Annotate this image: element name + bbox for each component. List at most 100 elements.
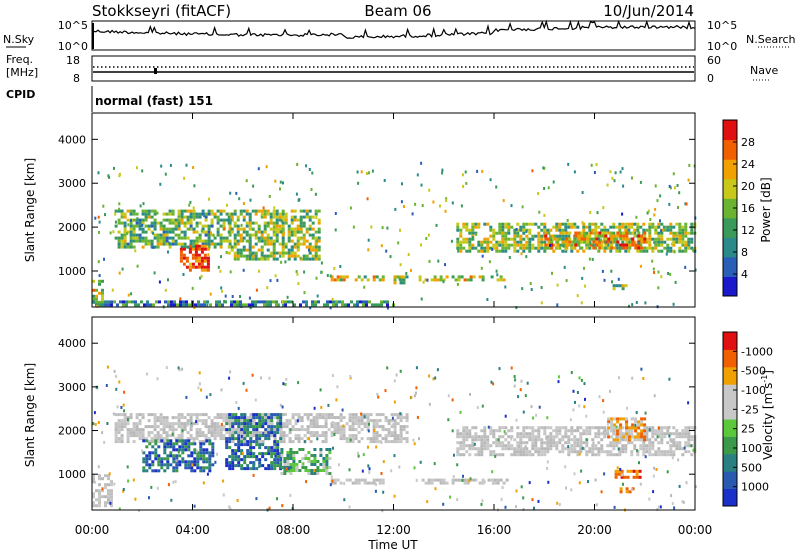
heatmap-cell — [210, 419, 214, 423]
heatmap-cell — [399, 434, 403, 438]
heatmap-speckle — [415, 478, 418, 482]
heatmap-cell — [531, 444, 535, 448]
heatmap-cell — [239, 233, 243, 237]
heatmap-speckle — [228, 505, 231, 509]
heatmap-cell — [275, 209, 279, 213]
heatmap-speckle — [510, 204, 513, 208]
heatmap-speckle — [676, 184, 679, 187]
heatmap-cell — [275, 303, 278, 307]
heatmap-cell — [507, 441, 511, 445]
heatmap-cell — [311, 254, 315, 258]
heatmap-cell — [598, 231, 602, 235]
heatmap-speckle — [673, 250, 676, 254]
heatmap-speckle — [363, 285, 366, 289]
heatmap-cell — [555, 429, 559, 433]
heatmap-cell — [316, 466, 320, 469]
heatmap-cell — [225, 458, 229, 462]
heatmap-cell — [189, 224, 193, 228]
heatmap-cell — [236, 239, 240, 243]
heatmap-cell — [393, 440, 397, 444]
heatmap-cell — [147, 224, 151, 228]
heatmap-speckle — [508, 256, 511, 259]
heatmap-cell — [427, 481, 431, 485]
heatmap-cell — [519, 453, 523, 457]
heatmap-speckle — [531, 498, 534, 502]
heatmap-cell — [92, 294, 95, 298]
heatmap-cell — [672, 438, 676, 442]
heatmap-cell — [162, 425, 166, 429]
heatmap-cell — [570, 438, 574, 442]
heatmap-cell — [540, 237, 544, 241]
heatmap-speckle — [525, 230, 528, 233]
heatmap-cell — [567, 429, 571, 433]
heatmap-speckle — [654, 184, 657, 188]
heatmap-speckle — [621, 212, 624, 216]
heatmap-cell — [555, 426, 559, 430]
heatmap-cell — [117, 422, 121, 426]
heatmap-speckle — [118, 172, 121, 176]
heatmap-cell — [405, 419, 409, 423]
heatmap-cell — [245, 221, 249, 225]
heatmap-cell — [375, 434, 379, 438]
heatmap-speckle — [451, 201, 454, 205]
heatmap-cell — [126, 209, 130, 213]
heatmap-cell — [257, 209, 261, 213]
heatmap-cell — [591, 453, 595, 457]
heatmap-cell — [507, 429, 511, 433]
heatmap-speckle — [432, 200, 435, 204]
heatmap-speckle — [313, 469, 316, 473]
heatmap-cell — [501, 222, 505, 226]
heatmap-cell — [177, 413, 181, 417]
heatmap-speckle — [368, 171, 370, 175]
heatmap-cell — [192, 437, 196, 441]
heatmap-speckle — [453, 453, 455, 457]
heatmap-cell — [189, 218, 193, 222]
heatmap-speckle — [97, 465, 100, 469]
heatmap-cell — [528, 243, 532, 247]
heatmap-cell — [621, 287, 625, 291]
heatmap-cell — [255, 428, 259, 432]
heatmap-speckle — [420, 243, 422, 247]
heatmap-cell — [657, 450, 661, 454]
heatmap-cell — [186, 413, 190, 417]
heatmap-cell — [132, 239, 136, 243]
heatmap-cell — [251, 233, 255, 237]
heatmap-cell — [178, 448, 182, 452]
heatmap-cell — [218, 303, 221, 307]
heatmap-cell — [287, 257, 291, 261]
heatmap-cell — [266, 221, 270, 225]
heatmap-cell — [208, 451, 212, 455]
heatmap-cell — [269, 242, 273, 246]
time-tick-label: 20:00 — [577, 523, 612, 537]
heatmap-speckle — [574, 400, 576, 404]
heatmap-cell — [267, 452, 271, 456]
heatmap-cell — [175, 466, 179, 470]
heatmap-cell — [654, 231, 658, 235]
heatmap-cell — [660, 435, 664, 439]
heatmap-cell — [363, 425, 367, 429]
heatmap-speckle — [334, 212, 337, 215]
heatmap-cell — [281, 212, 285, 216]
heatmap-cell — [176, 303, 179, 307]
heatmap-cell — [468, 432, 472, 436]
heatmap-cell — [203, 303, 206, 307]
heatmap-speckle — [212, 233, 215, 237]
heatmap-speckle — [172, 480, 175, 484]
heatmap-speckle — [198, 371, 201, 375]
heatmap-speckle — [521, 205, 524, 209]
heatmap-cell — [342, 416, 346, 420]
heatmap-cell — [375, 431, 379, 435]
heatmap-cell — [267, 449, 271, 453]
heatmap-cell — [279, 464, 283, 468]
heatmap-cell — [622, 432, 626, 436]
heatmap-cell — [326, 300, 329, 304]
heatmap-cell — [213, 428, 217, 432]
heatmap-cell — [292, 451, 296, 454]
heatmap-cell — [427, 478, 431, 482]
heatmap-speckle — [656, 199, 659, 203]
heatmap-speckle — [687, 178, 690, 182]
heatmap-cell — [165, 218, 169, 222]
heatmap-cell — [314, 303, 317, 307]
heatmap-cell — [549, 426, 553, 430]
heatmap-cell — [308, 209, 312, 213]
